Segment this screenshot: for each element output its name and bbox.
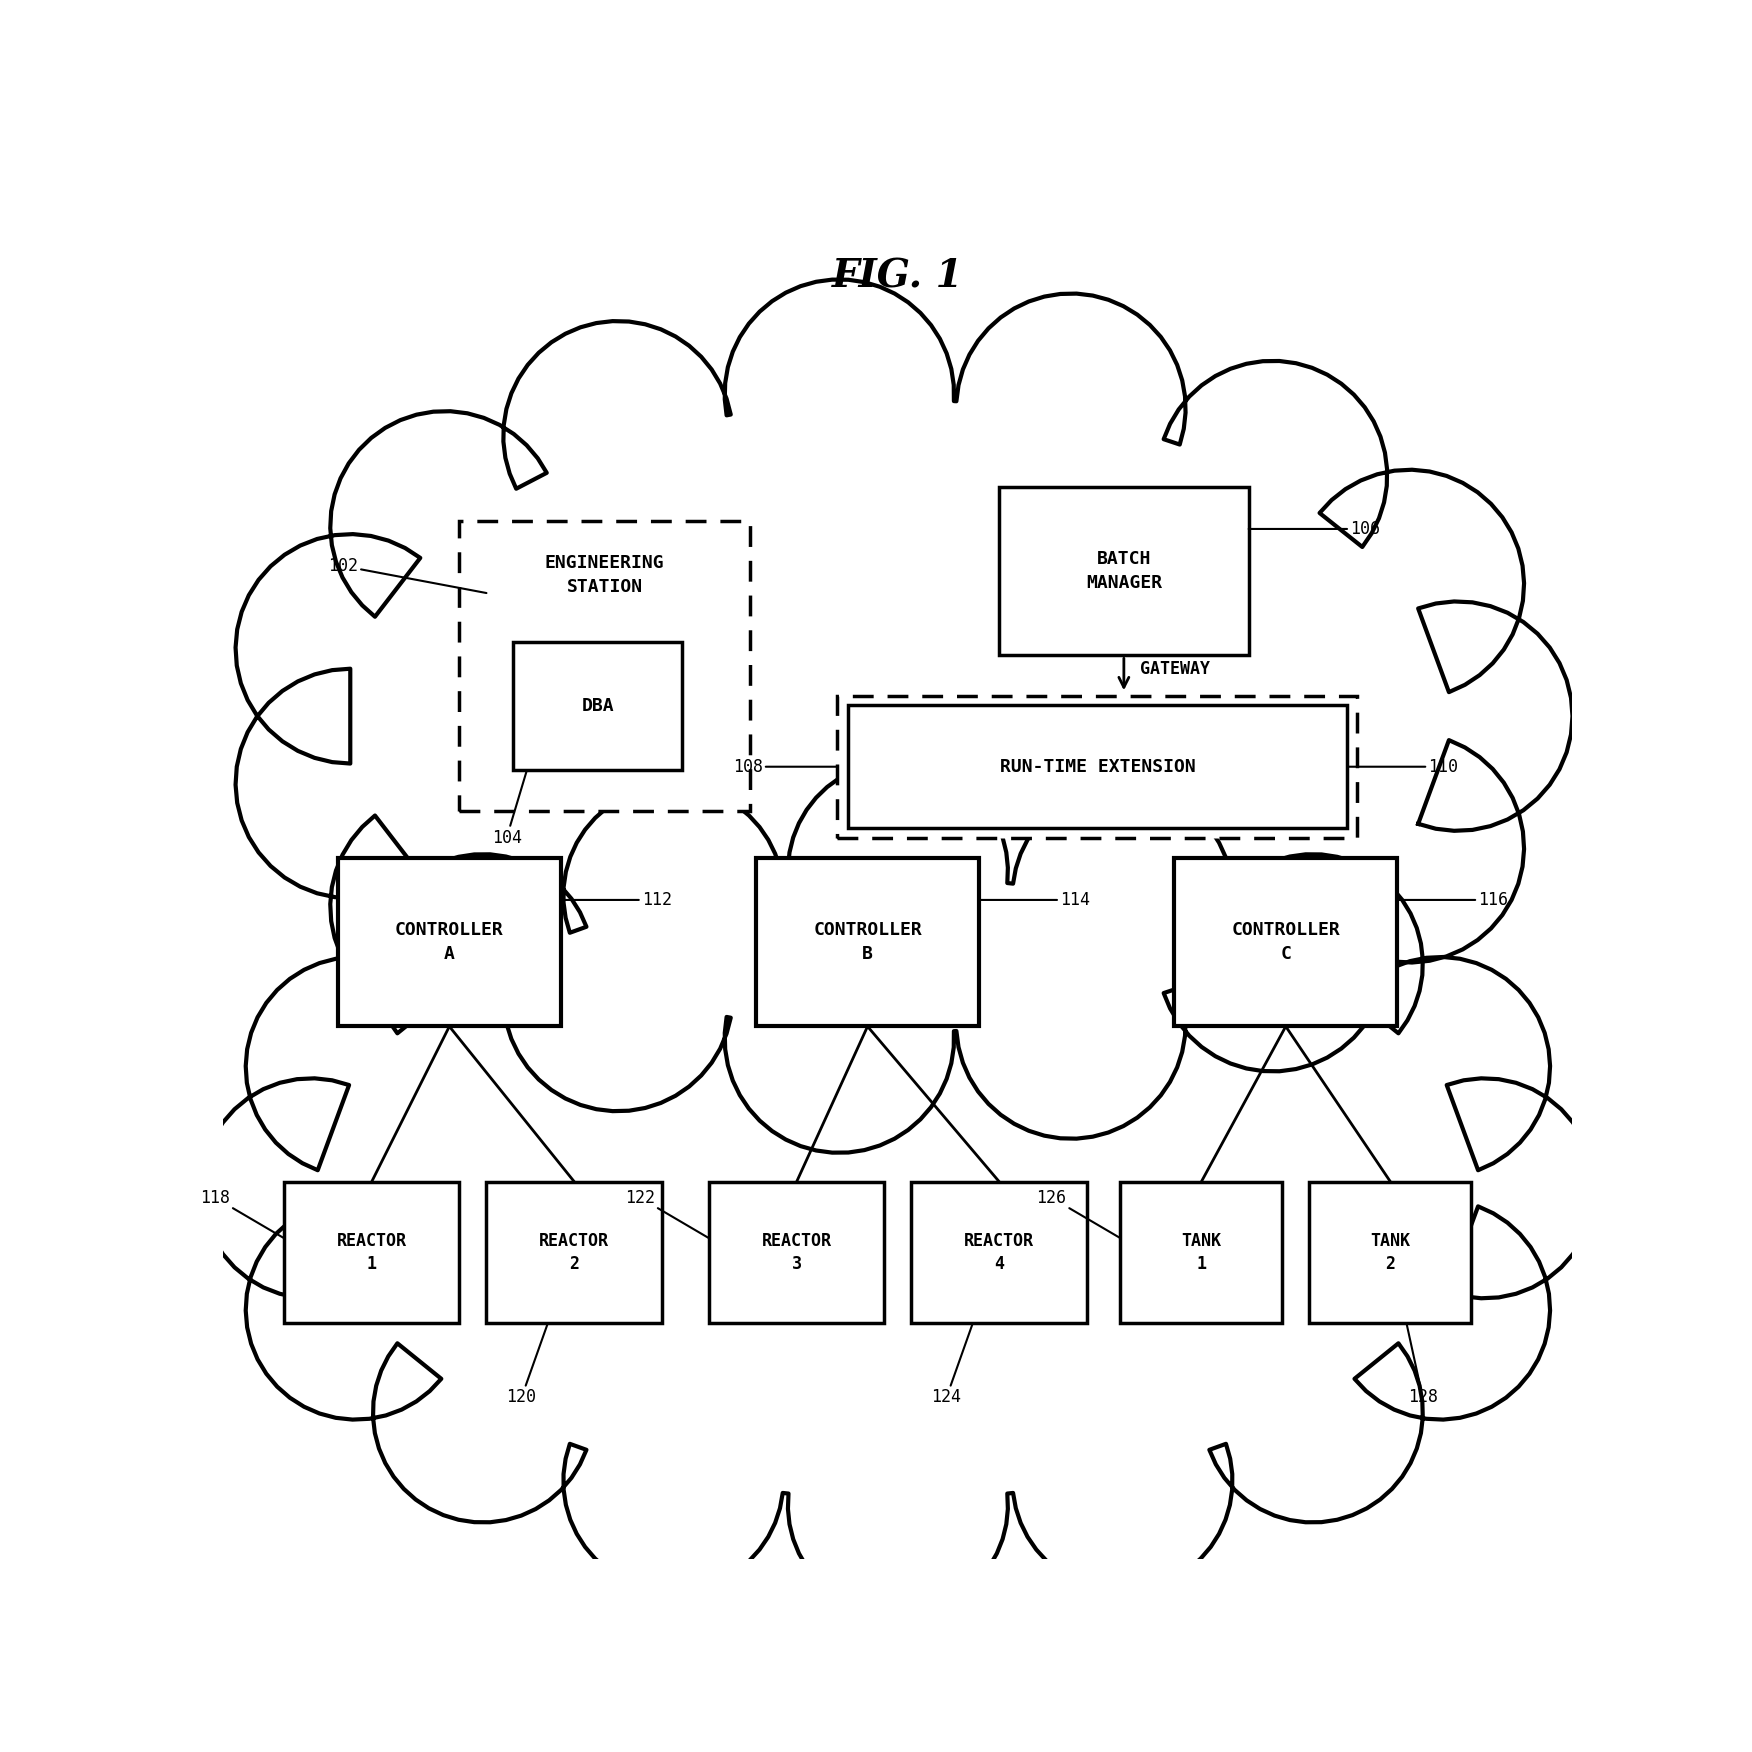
Bar — [487, 1181, 662, 1323]
Text: 108: 108 — [732, 757, 837, 776]
Bar — [1309, 1181, 1472, 1323]
Bar — [338, 858, 561, 1027]
Text: CONTROLLER
A: CONTROLLER A — [394, 922, 505, 964]
Text: 112: 112 — [561, 892, 671, 909]
Text: GATEWAY: GATEWAY — [1141, 661, 1211, 678]
Text: 120: 120 — [506, 1323, 548, 1407]
Bar — [513, 641, 682, 771]
Text: 104: 104 — [492, 771, 527, 846]
Bar — [848, 706, 1347, 829]
Text: RUN-TIME EXTENSION: RUN-TIME EXTENSION — [1000, 757, 1195, 776]
Text: DBA: DBA — [582, 697, 613, 715]
Text: 124: 124 — [932, 1323, 972, 1407]
Text: TANK
2: TANK 2 — [1370, 1232, 1410, 1274]
Text: CONTROLLER
C: CONTROLLER C — [1232, 922, 1340, 964]
Bar — [284, 1181, 459, 1323]
Text: 114: 114 — [979, 892, 1090, 909]
Text: REACTOR
2: REACTOR 2 — [540, 1232, 610, 1274]
Text: BATCH
MANAGER: BATCH MANAGER — [1086, 550, 1162, 592]
Text: 110: 110 — [1347, 757, 1458, 776]
Text: 102: 102 — [328, 557, 487, 592]
Text: 126: 126 — [1037, 1190, 1121, 1239]
Bar — [757, 858, 979, 1027]
Text: 122: 122 — [625, 1190, 710, 1239]
Bar — [710, 1181, 885, 1323]
Bar — [911, 1181, 1086, 1323]
Bar — [1121, 1181, 1282, 1323]
Text: 106: 106 — [1249, 520, 1381, 538]
Bar — [459, 520, 750, 811]
Text: 116: 116 — [1396, 892, 1508, 909]
Text: CONTROLLER
B: CONTROLLER B — [813, 922, 922, 964]
Text: REACTOR
1: REACTOR 1 — [336, 1232, 406, 1274]
Text: 128: 128 — [1407, 1323, 1438, 1407]
Text: TANK
1: TANK 1 — [1181, 1232, 1221, 1274]
Polygon shape — [201, 760, 1594, 1615]
Bar — [837, 696, 1356, 837]
Text: 118: 118 — [200, 1190, 284, 1239]
Bar — [1174, 858, 1396, 1027]
Polygon shape — [235, 280, 1573, 1153]
Bar — [999, 487, 1249, 655]
Text: ENGINEERING
STATION: ENGINEERING STATION — [545, 554, 664, 596]
Text: FIG. 1: FIG. 1 — [832, 258, 964, 296]
Text: REACTOR
4: REACTOR 4 — [964, 1232, 1034, 1274]
Text: REACTOR
3: REACTOR 3 — [762, 1232, 832, 1274]
